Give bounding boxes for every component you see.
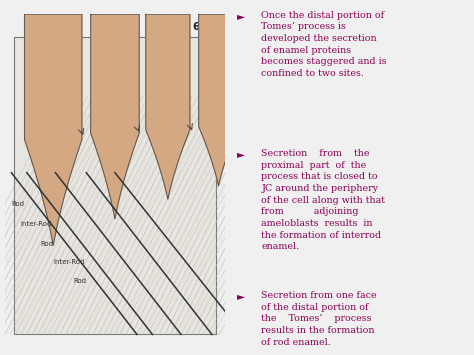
FancyBboxPatch shape [14,37,216,334]
Text: Secretion    from    the
proximal  part  of  the
process that is closed to
JC ar: Secretion from the proximal part of the … [261,149,385,251]
Text: ►: ► [237,149,245,159]
Text: ►: ► [237,291,245,301]
Text: Rod: Rod [40,241,53,247]
Polygon shape [146,14,190,199]
Text: Secretion from one face
of the distal portion of
the    Tomes’    process
result: Secretion from one face of the distal po… [261,291,377,347]
Polygon shape [199,14,238,186]
Polygon shape [25,14,82,245]
Text: ►: ► [237,11,245,21]
Polygon shape [91,14,139,219]
Text: Inter-Rod: Inter-Rod [20,221,52,227]
Text: Rod: Rod [11,201,24,207]
Text: Rod: Rod [73,278,86,284]
Text: Inter-Rod: Inter-Rod [53,260,84,266]
Text: Once the distal portion of
Tomes’ process is
developed the secretion
of enamel p: Once the distal portion of Tomes’ proces… [261,11,387,78]
Text: 602: 602 [192,22,214,32]
